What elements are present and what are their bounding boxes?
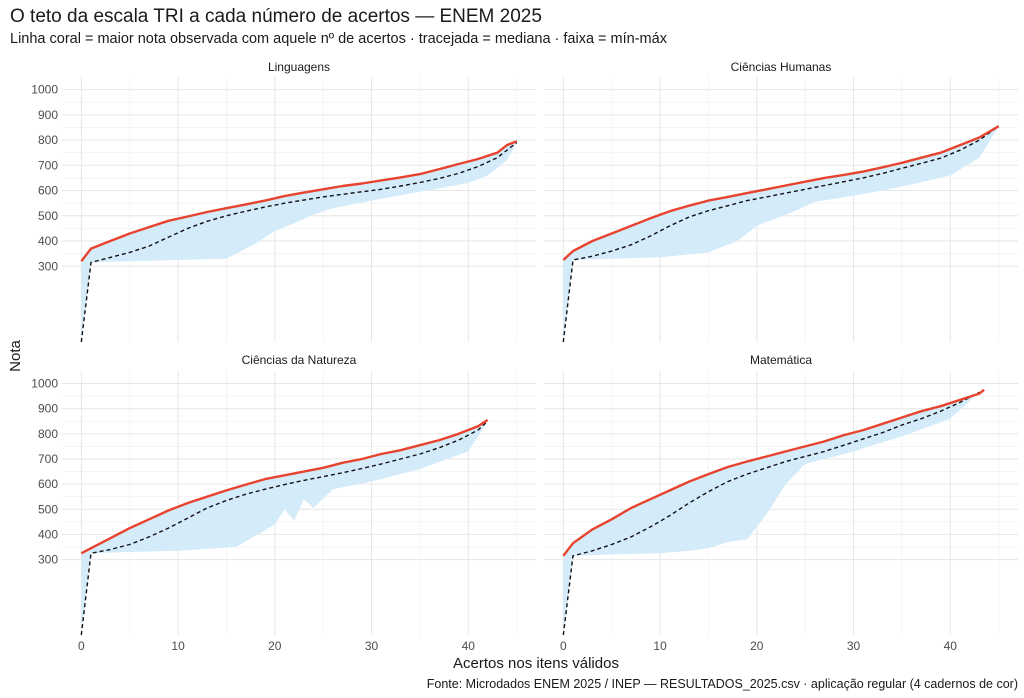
y-axis-title: Nota: [7, 340, 24, 372]
chart-subtitle: Linha coral = maior nota observada com a…: [10, 31, 667, 47]
y-tick-label: 400: [38, 234, 58, 248]
y-tick-label: 300: [38, 259, 58, 273]
y-tick-label: 700: [38, 452, 58, 466]
panel-strip-label: Ciências Humanas: [731, 60, 832, 74]
max-score-line: [562, 125, 1000, 261]
y-tick-label: 300: [38, 553, 58, 567]
y-tick-label: 800: [38, 427, 58, 441]
min-max-ribbon: [81, 420, 488, 635]
chart-caption: Fonte: Microdados ENEM 2025 / INEP — RES…: [426, 677, 1018, 691]
chart-title: O teto da escala TRI a cada número de ac…: [10, 6, 542, 27]
y-tick-label: 600: [38, 184, 58, 198]
panel-2: Ciências Humanas: [544, 60, 1018, 343]
y-tick-label: 400: [38, 527, 58, 541]
panel-4: Matemática 0 10 20 30 40: [544, 353, 1018, 653]
y-tick-label: 1000: [31, 377, 58, 391]
median-line: [562, 391, 980, 636]
x-tick-label: 40: [462, 639, 476, 653]
x-tick-label: 40: [944, 639, 958, 653]
panel-3: Ciências da Natureza30040050060070080090…: [31, 353, 536, 653]
x-axis-title: Acertos nos itens válidos: [453, 655, 619, 672]
x-tick-label: 10: [171, 639, 185, 653]
min-max-ribbon: [81, 141, 517, 342]
x-tick-label: 20: [750, 639, 764, 653]
y-tick-label: 800: [38, 133, 58, 147]
panel-1: Linguagens 300 400 500 600 700 800 900 1000: [31, 60, 536, 343]
median-line: [80, 420, 489, 636]
panel-strip-label: Matemática: [750, 353, 812, 367]
x-tick-label: 0: [560, 639, 567, 653]
median-line: [80, 142, 518, 343]
panel-strip-label: Ciências da Natureza: [242, 353, 357, 367]
x-tick-label: 30: [847, 639, 861, 653]
min-max-ribbon: [563, 389, 985, 635]
max-score-line: [80, 140, 518, 262]
y-tick-label: 900: [38, 402, 58, 416]
y-tick-label: 500: [38, 502, 58, 516]
min-max-ribbon: [563, 126, 999, 342]
y-tick-label: 600: [38, 477, 58, 491]
y-tick-label: 900: [38, 108, 58, 122]
max-score-line: [80, 418, 489, 555]
x-tick-label: 10: [653, 639, 667, 653]
y-tick-label: 1000: [31, 83, 58, 97]
y-tick-label: 500: [38, 209, 58, 223]
median-line: [562, 125, 1000, 343]
y-tick-label: 700: [38, 158, 58, 172]
max-score-line: [562, 388, 985, 557]
x-tick-label: 0: [78, 639, 85, 653]
x-tick-label: 30: [365, 639, 379, 653]
panel-strip-label: Linguagens: [268, 60, 330, 74]
x-tick-label: 20: [268, 639, 282, 653]
